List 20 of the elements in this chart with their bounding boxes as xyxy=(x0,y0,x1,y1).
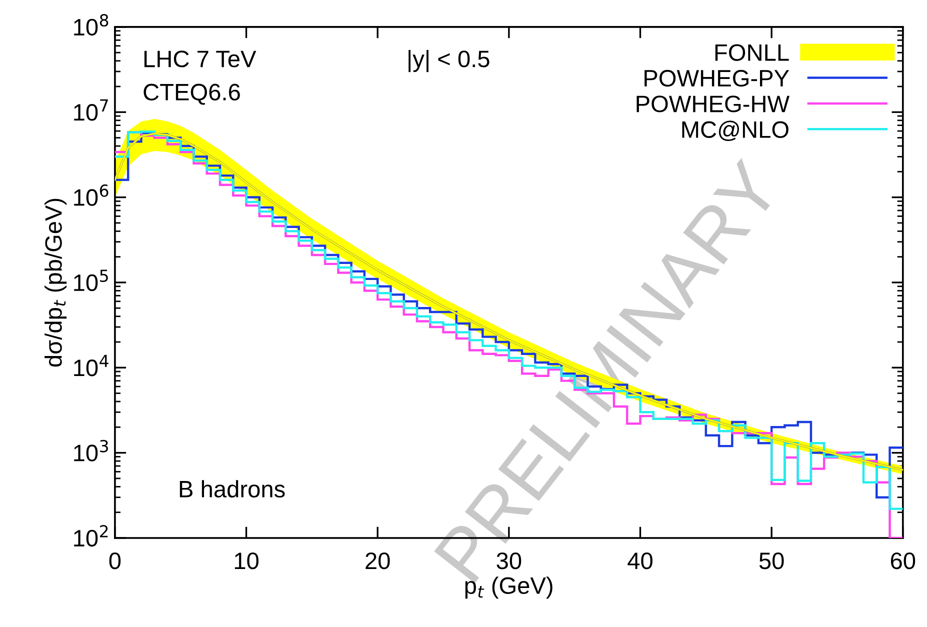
legend-label: MC@NLO xyxy=(682,120,788,142)
y-tick-label: 10$^{4}$ xyxy=(74,354,108,376)
x-tick-label: 20 xyxy=(366,552,390,570)
annotation: |y| < 0.5 xyxy=(408,50,490,72)
annotation: LHC 7 TeV xyxy=(144,50,256,68)
annotation: CTEQ6.6 xyxy=(144,84,240,105)
legend-label: POWHEG-PY xyxy=(644,70,790,87)
y-tick-label: 10$^{6}$ xyxy=(74,184,108,206)
x-tick-label: 10 xyxy=(234,552,258,570)
y-axis-title: dσ/dp$_{t}$ (pb/GeV) xyxy=(44,198,67,367)
y-tick-label: 10$^{5}$ xyxy=(74,270,108,292)
y-tick-label: 10$^{3}$ xyxy=(74,440,108,462)
legend-label: FONLL xyxy=(715,44,789,61)
y-tick-label: 10$^{7}$ xyxy=(74,99,108,121)
annotation: B hadrons xyxy=(180,480,285,498)
y-tick-label: 10$^{2}$ xyxy=(74,525,108,547)
legend-label: POWHEG-HW xyxy=(636,96,790,112)
x-tick-label: 60 xyxy=(890,552,916,570)
x-tick-label: 0 xyxy=(109,552,121,570)
y-tick-label: 10$^{8}$ xyxy=(74,14,108,36)
